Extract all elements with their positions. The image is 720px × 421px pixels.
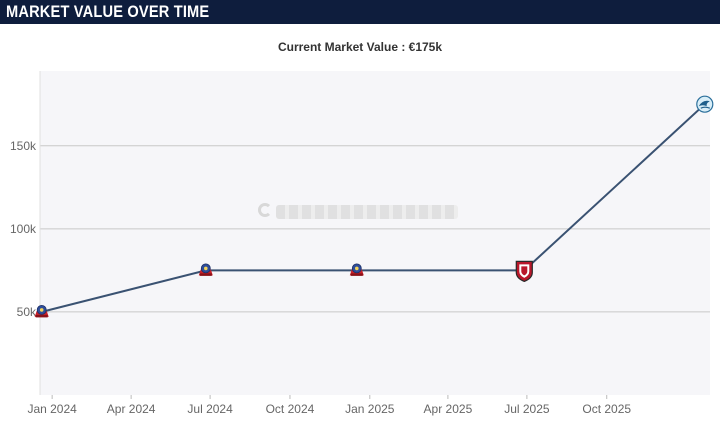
blue-red-crest-icon <box>34 304 49 318</box>
x-tick-label: Oct 2024 <box>266 402 315 416</box>
x-tick-label: Jan 2025 <box>345 402 395 416</box>
x-tick-label: Oct 2025 <box>582 402 631 416</box>
x-axis-ticks: Jan 2024 Apr 2024 Jul 2024 Oct 2024 Jan 2025… <box>27 395 631 416</box>
blue-red-crest-icon <box>198 263 213 276</box>
x-tick-label: Jan 2024 <box>27 402 77 416</box>
y-tick-label: 50k <box>17 305 37 319</box>
blue-bird-crest-icon <box>696 95 714 113</box>
club-markers <box>34 95 714 318</box>
plot-area <box>40 71 710 395</box>
x-tick-label: Apr 2024 <box>107 402 156 416</box>
red-white-shield-icon <box>515 260 533 283</box>
grid-lines <box>39 71 710 395</box>
current-market-value: Current Market Value : €175k <box>277 40 443 54</box>
y-tick-label: 150k <box>10 139 37 153</box>
y-axis-ticks: 50k 100k 150k <box>10 139 37 319</box>
x-tick-label: Apr 2025 <box>424 402 473 416</box>
chart-title: MARKET VALUE OVER TIME <box>6 2 210 21</box>
blue-red-crest-icon <box>349 263 364 276</box>
watermark-logo <box>258 202 458 222</box>
header-bar: MARKET VALUE OVER TIME <box>0 0 720 24</box>
x-tick-label: Jul 2025 <box>504 402 550 416</box>
x-tick-label: Jul 2024 <box>187 402 233 416</box>
y-tick-label: 100k <box>10 222 37 236</box>
